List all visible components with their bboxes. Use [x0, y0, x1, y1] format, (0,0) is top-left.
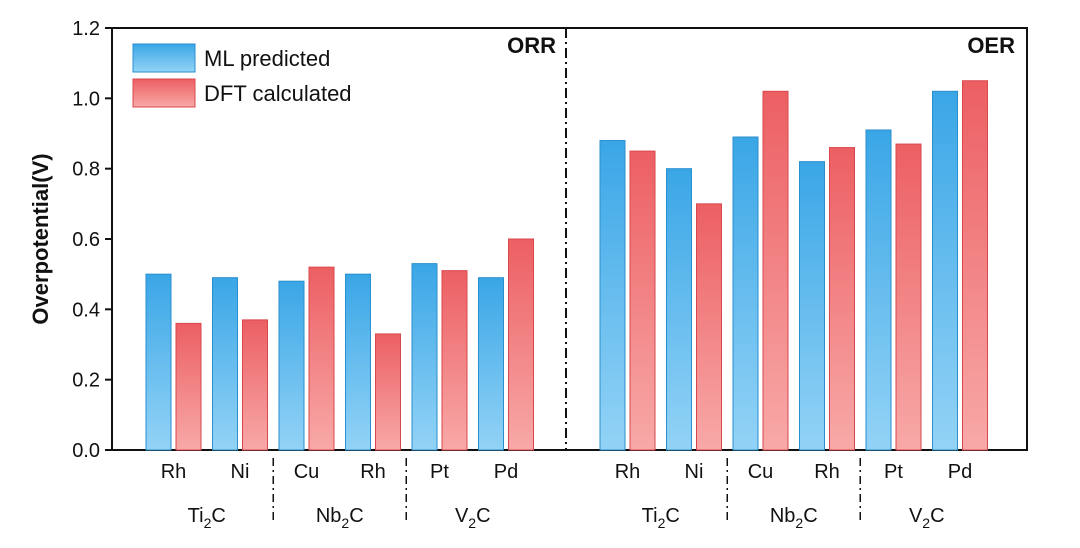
group-label: V2C	[455, 505, 491, 531]
y-tick-label: 0.6	[72, 229, 100, 251]
orr-bar-dft-cu	[308, 266, 335, 451]
orr-bar-ml-rh	[345, 273, 371, 451]
y-tick-label: 0.8	[72, 159, 100, 181]
category-label: Cu	[748, 461, 774, 483]
group-label: Ti2C	[642, 505, 680, 531]
category-label: Pt	[884, 461, 903, 483]
oer-bar-ml-ni	[666, 168, 692, 451]
oer-bar-ml-pd	[932, 90, 958, 451]
orr-bar-dft-rh	[375, 333, 401, 451]
oer-bar-dft-rh	[629, 150, 656, 451]
category-label: Ni	[685, 461, 704, 483]
y-tick-label: 0.4	[72, 299, 100, 321]
y-axis-label: Overpotential(V)	[28, 153, 53, 324]
y-tick-label: 0.0	[72, 440, 100, 462]
oer-bar-dft-cu	[762, 90, 789, 451]
panel-label-oer: OER	[967, 33, 1015, 58]
oer-bar-ml-rh	[799, 161, 825, 451]
orr-bar-dft-ni	[242, 319, 268, 451]
category-label: Rh	[360, 461, 386, 483]
orr-bar-ml-pd	[478, 277, 504, 451]
group-label: Nb2C	[770, 505, 818, 531]
category-label: Ni	[231, 461, 250, 483]
oer-bar-dft-pt	[895, 143, 922, 451]
oer-bar-ml-cu	[732, 136, 759, 451]
category-label: Pd	[948, 461, 972, 483]
orr-bar-dft-rh	[175, 322, 202, 451]
legend-swatch-dft	[132, 78, 196, 108]
orr-bar-ml-pt	[411, 263, 438, 451]
group-label: Nb2C	[316, 505, 364, 531]
group-label: V2C	[909, 505, 945, 531]
orr-bar-ml-cu	[278, 280, 305, 451]
orr-bar-dft-pt	[441, 270, 468, 451]
oer-bar-dft-pd	[962, 80, 988, 451]
panel-label-orr: ORR	[507, 33, 556, 58]
legend-swatch-ml	[132, 43, 196, 73]
category-label: Pt	[430, 461, 449, 483]
category-label: Rh	[615, 461, 641, 483]
oer-bar-dft-rh	[829, 147, 855, 451]
group-label: Ti2C	[188, 505, 226, 531]
orr-bar-ml-ni	[212, 277, 238, 451]
legend-label-ml: ML predicted	[204, 46, 330, 71]
legend-label-dft: DFT calculated	[204, 81, 352, 106]
category-label: Rh	[161, 461, 187, 483]
category-label: Rh	[814, 461, 840, 483]
y-tick-label: 1.0	[72, 88, 100, 110]
oer-bar-ml-rh	[599, 140, 626, 451]
y-tick-label: 1.2	[72, 18, 100, 40]
category-label: Pd	[494, 461, 518, 483]
y-tick-label: 0.2	[72, 370, 100, 392]
orr-bar-dft-pd	[508, 238, 534, 451]
orr-bar-ml-rh	[145, 273, 172, 451]
oer-bar-dft-ni	[696, 203, 722, 451]
category-label: Cu	[294, 461, 320, 483]
oer-bar-ml-pt	[865, 129, 892, 451]
